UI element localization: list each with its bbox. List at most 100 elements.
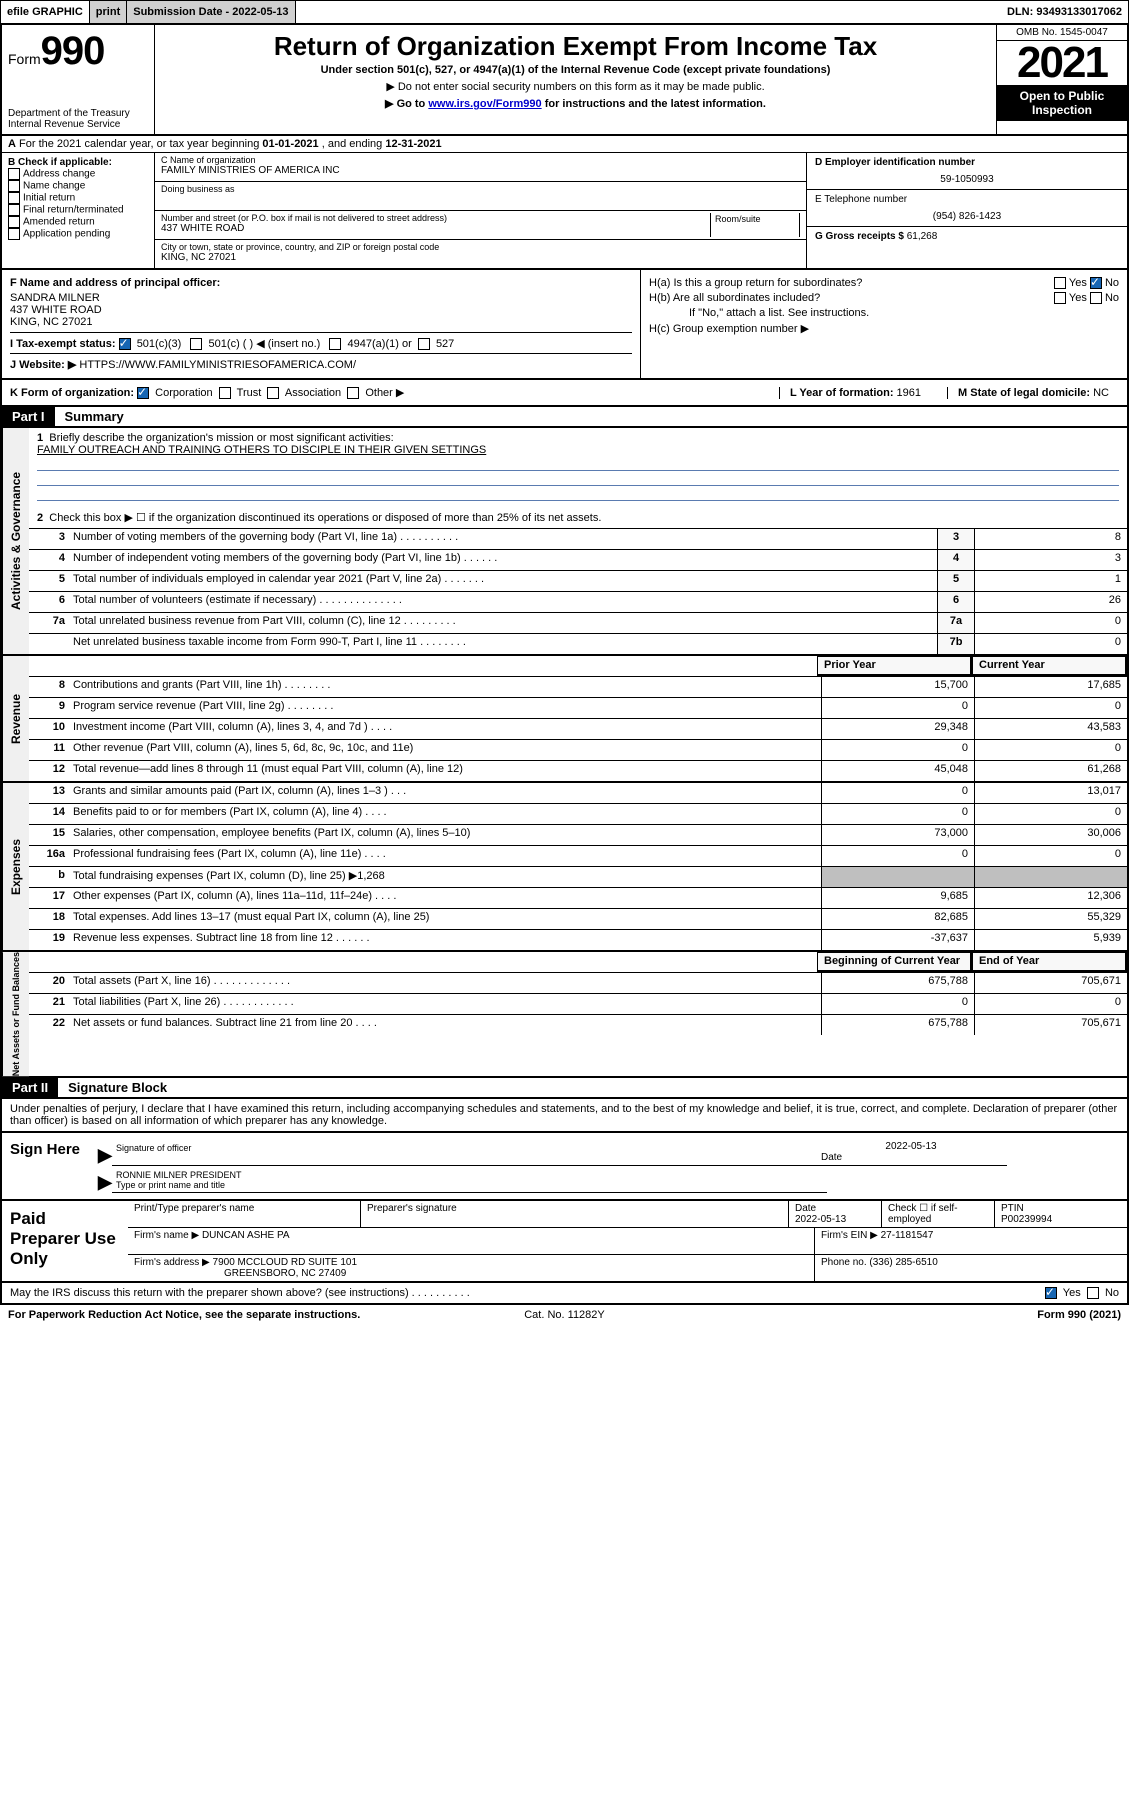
hb-no[interactable] [1090, 292, 1102, 304]
checkbox-final-return[interactable]: Final return/terminated [8, 204, 148, 216]
officer-name-field: RONNIE MILNER PRESIDENT Type or print na… [112, 1168, 827, 1193]
table-row: 22Net assets or fund balances. Subtract … [29, 1015, 1127, 1035]
org-name-cell: C Name of organization FAMILY MINISTRIES… [155, 153, 806, 182]
table-row: 10Investment income (Part VIII, column (… [29, 719, 1127, 740]
col-b-label: B Check if applicable: [8, 157, 148, 168]
current-year-value: 0 [974, 740, 1127, 760]
prep-row-2: Firm's name ▶ DUNCAN ASHE PA Firm's EIN … [128, 1228, 1127, 1255]
checkbox-address-change[interactable]: Address change [8, 168, 148, 180]
governance-table: Activities & Governance 1 Briefly descri… [0, 428, 1129, 656]
line-number: 9 [29, 698, 69, 718]
row-k-left: K Form of organization: Corporation Trus… [10, 386, 404, 399]
part-1-header: Part I Summary [0, 407, 1129, 428]
checkbox-501c[interactable] [190, 338, 202, 350]
table-row: 3Number of voting members of the governi… [29, 529, 1127, 550]
line-text: Total unrelated business revenue from Pa… [69, 613, 937, 633]
checkbox-name-change[interactable]: Name change [8, 180, 148, 192]
blank [69, 952, 817, 972]
line-number: 13 [29, 783, 69, 803]
checkbox-527[interactable] [418, 338, 430, 350]
vtab-net-assets: Net Assets or Fund Balances [2, 952, 29, 1076]
current-year-value: 0 [974, 804, 1127, 824]
line-text: Total number of individuals employed in … [69, 571, 937, 591]
line-ref: 3 [937, 529, 974, 549]
beginning-year-header: Beginning of Current Year [817, 952, 972, 972]
discuss-yes[interactable] [1045, 1287, 1057, 1299]
firm-name-cell: Firm's name ▶ DUNCAN ASHE PA [128, 1228, 815, 1254]
form-number-footer: Form 990 (2021) [750, 1309, 1121, 1321]
website-value: HTTPS://WWW.FAMILYMINISTRIESOFAMERICA.CO… [79, 359, 356, 371]
table-row: 16aProfessional fundraising fees (Part I… [29, 846, 1127, 867]
checkbox-trust[interactable] [219, 387, 231, 399]
officer-street: 437 WHITE ROAD [10, 304, 632, 316]
hb-yes[interactable] [1054, 292, 1066, 304]
checkbox-4947[interactable] [329, 338, 341, 350]
line-text: Other expenses (Part IX, column (A), lin… [69, 888, 821, 908]
ha-yes[interactable] [1054, 277, 1066, 289]
current-year-value: 55,329 [974, 909, 1127, 929]
line-text: Contributions and grants (Part VIII, lin… [69, 677, 821, 697]
table-row: 8Contributions and grants (Part VIII, li… [29, 677, 1127, 698]
checkbox-corporation[interactable] [137, 387, 149, 399]
table-row: bTotal fundraising expenses (Part IX, co… [29, 867, 1127, 888]
ptin-cell: PTINP00239994 [995, 1201, 1127, 1227]
ha-no[interactable] [1090, 277, 1102, 289]
net-assets-table: Net Assets or Fund Balances Beginning of… [0, 952, 1129, 1078]
table-row: 14Benefits paid to or for members (Part … [29, 804, 1127, 825]
line-text: Other revenue (Part VIII, column (A), li… [69, 740, 821, 760]
checkbox-association[interactable] [267, 387, 279, 399]
checkbox-501c3[interactable] [119, 338, 131, 350]
line-ref: 7b [937, 634, 974, 654]
street-cell: Number and street (or P.O. box if mail i… [155, 211, 806, 240]
irs-link[interactable]: www.irs.gov/Form990 [428, 98, 541, 110]
print-button[interactable]: print [90, 1, 127, 23]
table-row: 21Total liabilities (Part X, line 26) . … [29, 994, 1127, 1015]
line-number: 6 [29, 592, 69, 612]
column-d-e-g: D Employer identification number 59-1050… [806, 153, 1127, 268]
line-text: Total expenses. Add lines 13–17 (must eq… [69, 909, 821, 929]
preparer-signature-cell: Preparer's signature [361, 1201, 789, 1227]
top-bar: efile GRAPHIC print Submission Date - 20… [0, 0, 1129, 24]
vtab-revenue: Revenue [2, 656, 29, 781]
h-b-row: H(b) Are all subordinates included? Yes … [649, 292, 1119, 304]
checkbox-initial-return[interactable]: Initial return [8, 192, 148, 204]
column-c: C Name of organization FAMILY MINISTRIES… [155, 153, 806, 268]
checkbox-amended-return[interactable]: Amended return [8, 216, 148, 228]
checkbox-application-pending[interactable]: Application pending [8, 228, 148, 240]
prior-year-value: 15,700 [821, 677, 974, 697]
dept-label: Department of the Treasury [8, 108, 148, 119]
line-number: 16a [29, 846, 69, 866]
irs-discuss-text: May the IRS discuss this return with the… [10, 1287, 470, 1299]
paperwork-notice: For Paperwork Reduction Act Notice, see … [8, 1309, 379, 1321]
table-row: 9Program service revenue (Part VIII, lin… [29, 698, 1127, 719]
state-domicile: M State of legal domicile: NC [947, 387, 1119, 399]
officer-signature-field[interactable]: Signature of officer [112, 1141, 815, 1166]
table-row: 11Other revenue (Part VIII, column (A), … [29, 740, 1127, 761]
line-number: 11 [29, 740, 69, 760]
firm-ein-cell: Firm's EIN ▶ 27-1181547 [815, 1228, 1127, 1254]
checkbox-other[interactable] [347, 387, 359, 399]
current-year-value: 43,583 [974, 719, 1127, 739]
expenses-table: Expenses 13Grants and similar amounts pa… [0, 783, 1129, 952]
line-number [29, 634, 69, 654]
prior-year-value: 675,788 [821, 973, 974, 993]
mission-text: FAMILY OUTREACH AND TRAINING OTHERS TO D… [37, 444, 1119, 456]
current-year-value: 5,939 [974, 930, 1127, 950]
line-value: 0 [974, 634, 1127, 654]
line-text: Revenue less expenses. Subtract line 18 … [69, 930, 821, 950]
officer-name-line: ▶ RONNIE MILNER PRESIDENT Type or print … [98, 1168, 1127, 1193]
submission-date-button[interactable]: Submission Date - 2022-05-13 [127, 1, 295, 23]
website-row: J Website: ▶ HTTPS://WWW.FAMILYMINISTRIE… [10, 353, 632, 371]
net-assets-body: Beginning of Current Year End of Year 20… [29, 952, 1127, 1076]
line-text: Total fundraising expenses (Part IX, col… [69, 867, 821, 887]
discuss-no[interactable] [1087, 1287, 1099, 1299]
header-mid: Return of Organization Exempt From Incom… [155, 25, 997, 134]
blank [29, 656, 69, 676]
current-year-value: 13,017 [974, 783, 1127, 803]
mission-line [37, 471, 1119, 486]
line-number: 7a [29, 613, 69, 633]
sign-here-label: Sign Here [2, 1133, 98, 1199]
org-name: FAMILY MINISTRIES OF AMERICA INC [161, 165, 800, 176]
governance-body: 1 Briefly describe the organization's mi… [29, 428, 1127, 654]
firm-phone-cell: Phone no. (336) 285-6510 [815, 1255, 1127, 1281]
